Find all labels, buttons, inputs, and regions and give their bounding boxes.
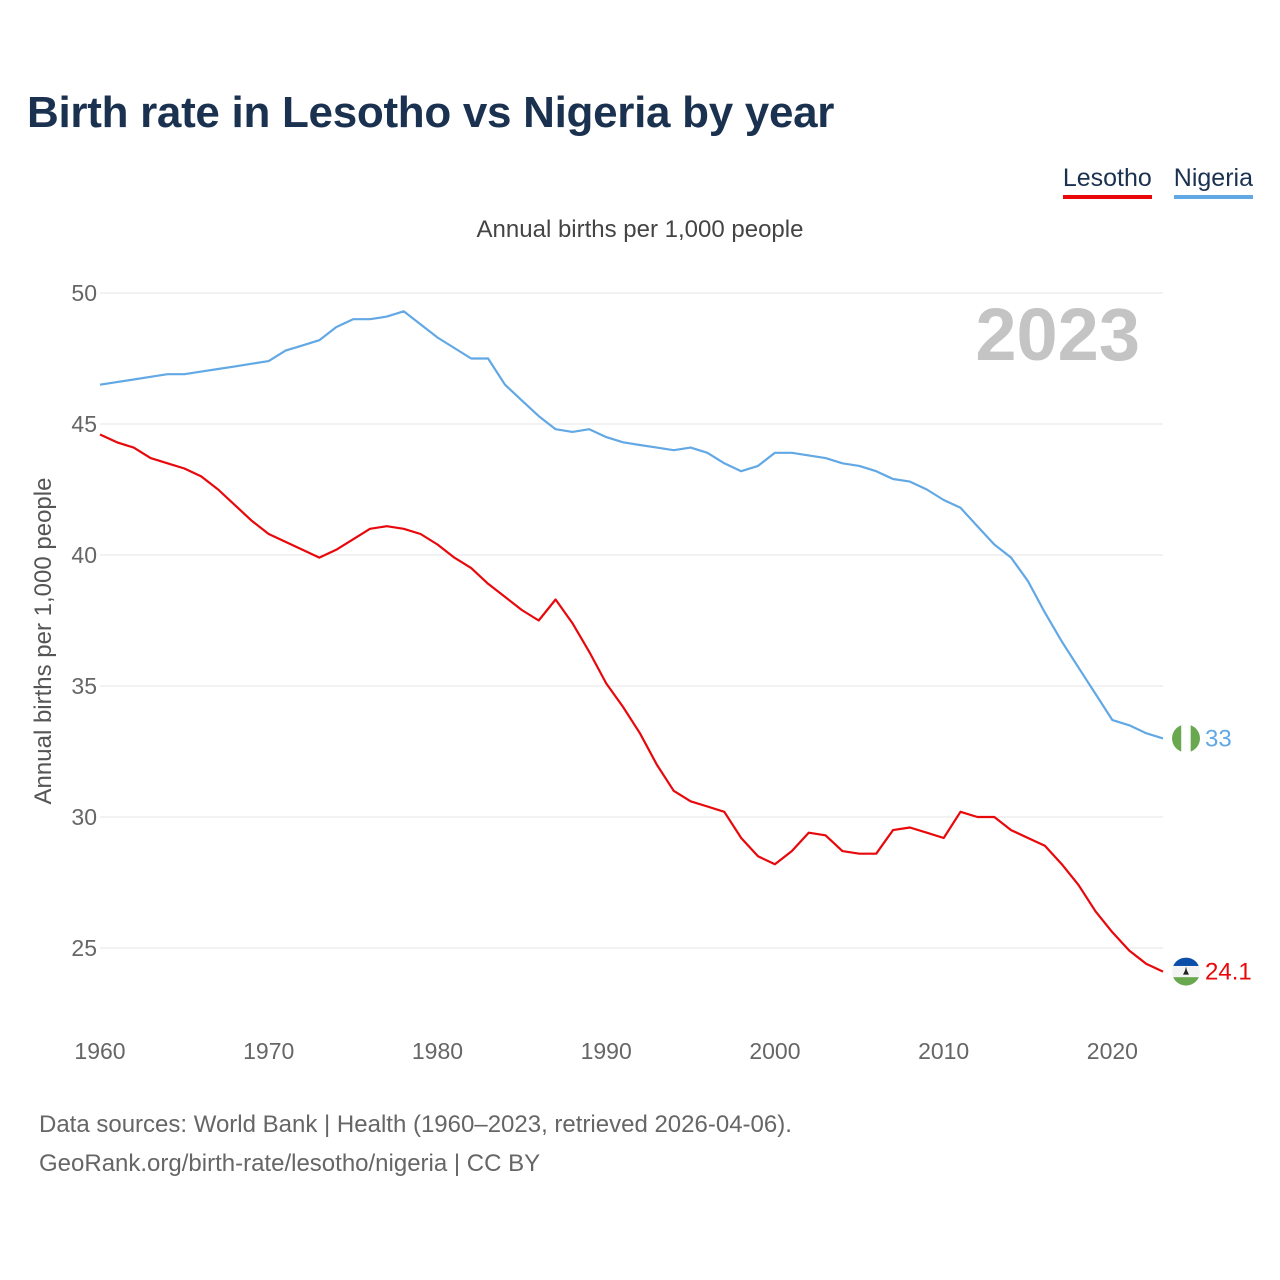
series-line-nigeria[interactable] bbox=[99, 310, 1164, 740]
y-tick-labels: 25 30 35 40 45 50 bbox=[71, 280, 97, 961]
x-tick-label-1970: 1970 bbox=[243, 1038, 294, 1064]
series-lines bbox=[99, 310, 1164, 973]
x-tick-label-1960: 1960 bbox=[74, 1038, 125, 1064]
series-line-lesotho[interactable] bbox=[99, 433, 1164, 973]
legend-item-nigeria[interactable]: Nigeria bbox=[1173, 164, 1253, 199]
y-tick-label-35: 35 bbox=[71, 673, 97, 699]
y-tick-label-30: 30 bbox=[71, 804, 97, 830]
x-tick-label-2020: 2020 bbox=[1087, 1038, 1138, 1064]
legend: Lesotho Nigeria bbox=[1062, 164, 1253, 199]
x-tick-label-1980: 1980 bbox=[412, 1038, 463, 1064]
end-value-label-lesotho: 24.1 bbox=[1205, 959, 1252, 986]
x-tick-label-2000: 2000 bbox=[749, 1038, 800, 1064]
year-watermark: 2023 bbox=[975, 293, 1140, 376]
lesotho-flag-icon bbox=[1172, 957, 1200, 986]
y-tick-label-50: 50 bbox=[71, 280, 97, 306]
footer: Data sources: World Bank | Health (1960–… bbox=[39, 1105, 792, 1183]
x-tick-label-2010: 2010 bbox=[918, 1038, 969, 1064]
nigeria-flag-icon bbox=[1172, 724, 1200, 753]
source-url[interactable]: GeoRank.org/birth-rate/lesotho/nigeria |… bbox=[39, 1150, 541, 1177]
data-source-note: Data sources: World Bank | Health (1960–… bbox=[39, 1111, 792, 1138]
end-value-label-nigeria: 33 bbox=[1205, 725, 1232, 752]
x-tick-labels: 1960 1970 1980 1990 2000 2010 2020 bbox=[74, 1038, 1138, 1064]
gridlines bbox=[100, 292, 1163, 949]
series-endpoints: 24.1 33 bbox=[1172, 724, 1252, 986]
y-tick-label-40: 40 bbox=[71, 542, 97, 568]
legend-item-lesotho[interactable]: Lesotho bbox=[1062, 164, 1152, 199]
chart-title: Birth rate in Lesotho vs Nigeria by year bbox=[27, 88, 835, 137]
chart-subtitle: Annual births per 1,000 people bbox=[476, 216, 804, 243]
x-tick-label-1990: 1990 bbox=[581, 1038, 632, 1064]
y-tick-label-45: 45 bbox=[71, 411, 97, 437]
y-tick-label-25: 25 bbox=[71, 935, 97, 961]
